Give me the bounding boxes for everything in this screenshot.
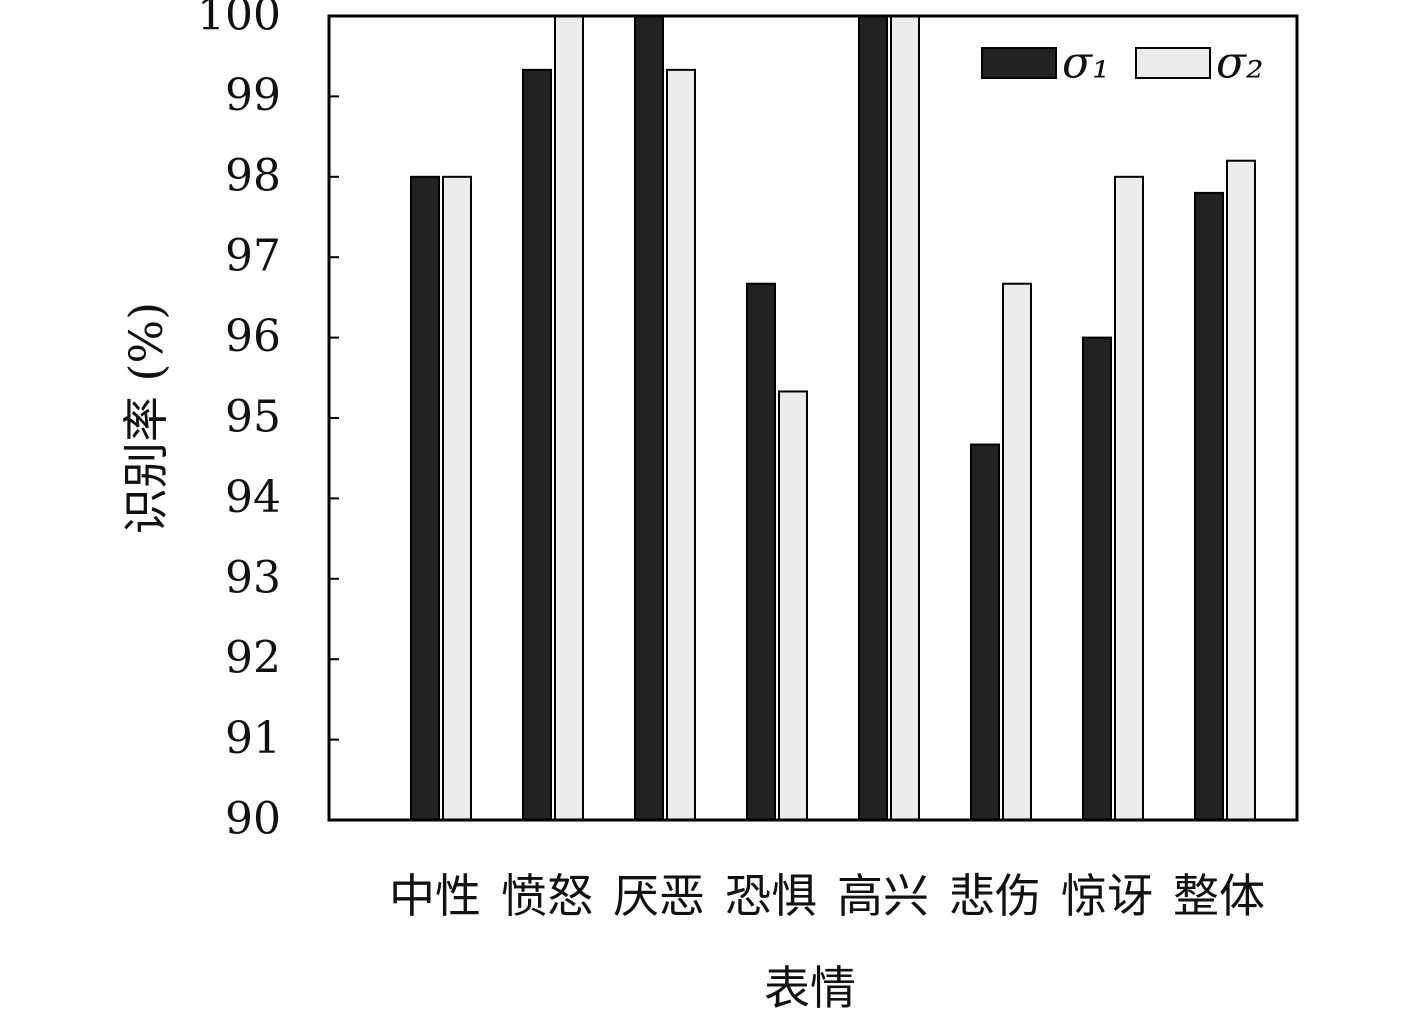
x-tick-label: 悲伤 — [949, 869, 1041, 923]
bar — [554, 15, 584, 821]
bar — [634, 15, 664, 821]
y-tick-label: 96 — [225, 311, 281, 362]
x-tick-label: 惊讶 — [1061, 869, 1153, 923]
bar — [410, 175, 440, 822]
y-tick-label: 93 — [225, 552, 281, 603]
y-tick-label: 100 — [197, 0, 281, 41]
bar — [1114, 175, 1144, 822]
y-tick-label: 90 — [225, 794, 281, 845]
bar — [666, 68, 696, 822]
y-axis-label: 识别率 (%) — [119, 302, 173, 534]
y-tick-label: 92 — [225, 633, 281, 684]
y-tick-label: 98 — [225, 150, 281, 201]
x-tick-label: 中性 — [389, 869, 481, 923]
legend-label: σ₁ — [1062, 38, 1110, 89]
bar — [890, 15, 920, 821]
x-tick-label: 高兴 — [837, 869, 929, 923]
y-tick-label: 97 — [225, 231, 281, 282]
bar — [442, 175, 472, 822]
y-tick-label: 91 — [225, 713, 281, 764]
x-tick-label: 恐惧 — [725, 869, 817, 923]
bar — [1082, 336, 1112, 821]
bar — [778, 390, 808, 821]
bar — [1002, 282, 1032, 821]
x-axis-label: 表情 — [764, 961, 856, 1015]
legend-swatch — [981, 47, 1057, 79]
x-tick-label: 厌恶 — [613, 869, 705, 923]
legend-label: σ₂ — [1216, 38, 1264, 89]
bar — [746, 282, 776, 821]
bar — [970, 443, 1000, 821]
legend-swatch — [1135, 47, 1211, 79]
bar — [522, 68, 552, 822]
bar — [858, 15, 888, 821]
bar — [1194, 191, 1224, 821]
y-tick-label: 94 — [225, 472, 281, 523]
plot-frame — [327, 14, 1299, 822]
bar — [1226, 159, 1256, 822]
y-tick-label: 99 — [225, 70, 281, 121]
x-tick-label: 愤怒 — [501, 869, 593, 923]
x-tick-label: 整体 — [1173, 869, 1265, 923]
y-tick-label: 95 — [225, 392, 281, 443]
